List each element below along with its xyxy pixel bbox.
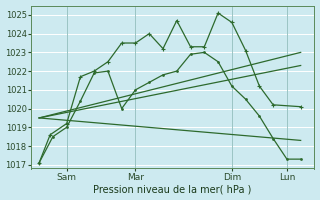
X-axis label: Pression niveau de la mer( hPa ): Pression niveau de la mer( hPa )	[93, 184, 252, 194]
